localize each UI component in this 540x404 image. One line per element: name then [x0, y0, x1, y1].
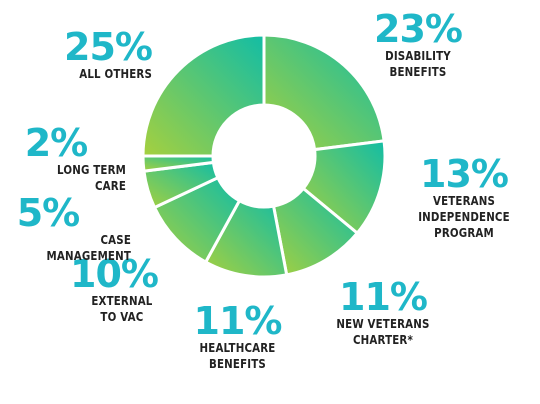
pct-all-others: 25% — [64, 25, 153, 69]
donut-slice-7 — [141, 33, 266, 158]
label-long-term-care: 2% LONG TERM CARE — [10, 124, 126, 194]
label-external-to-vac: 10% EXTERNAL TO VAC — [40, 252, 159, 325]
label-healthcare-benefits: 11% HEALTHCARE BENEFITS — [180, 302, 295, 372]
name-healthcare-benefits: HEALTHCARE BENEFITS — [199, 340, 276, 371]
donut-slice-0 — [262, 33, 386, 152]
name-veterans-independence-program: VETERANS INDEPENDENCE PROGRAM — [418, 193, 510, 240]
name-disability-benefits: DISABILITY BENEFITS — [385, 48, 451, 79]
pct-external-to-vac: 10% — [70, 252, 159, 296]
name-new-veterans-charter: NEW VETERANS CHARTER* — [336, 316, 430, 347]
label-all-others: 25% ALL OTHERS — [52, 25, 153, 82]
label-case-management: 5% CASE MANAGEMENT — [5, 194, 131, 264]
pct-disability-benefits: 23% — [374, 7, 463, 51]
name-external-to-vac: EXTERNAL TO VAC — [91, 293, 153, 324]
pct-veterans-independence-program: 13% — [420, 152, 509, 196]
pct-long-term-care: 2% — [24, 121, 89, 165]
label-disability-benefits: 23% DISABILITY BENEFITS — [358, 10, 478, 80]
name-all-others: ALL OTHERS — [79, 66, 152, 81]
label-new-veterans-charter: 11% NEW VETERANS CHARTER* — [318, 278, 448, 348]
name-long-term-care: LONG TERM CARE — [56, 162, 126, 193]
label-veterans-independence-program: 13% VETERANS INDEPENDENCE PROGRAM — [400, 155, 528, 241]
pct-healthcare-benefits: 11% — [193, 299, 283, 343]
pct-case-management: 5% — [16, 191, 81, 235]
pct-new-veterans-charter: 11% — [339, 275, 428, 319]
name-case-management: CASE MANAGEMENT — [46, 232, 131, 263]
